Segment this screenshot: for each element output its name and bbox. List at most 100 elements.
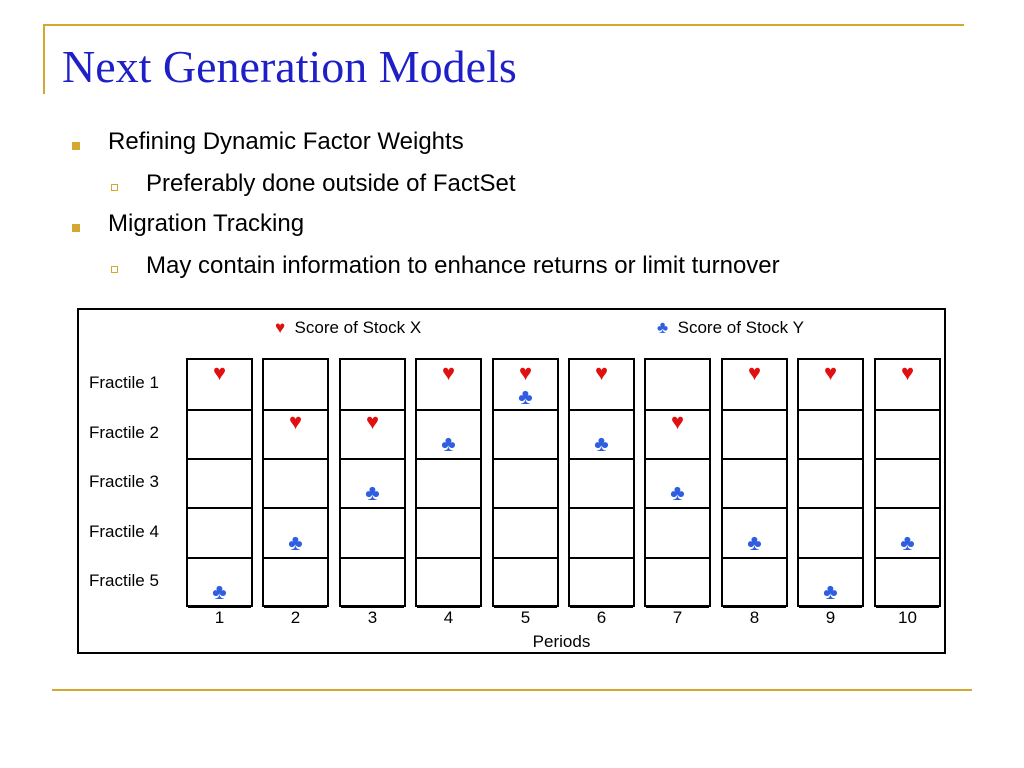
- stock-y-club-marker: ♣: [670, 480, 685, 505]
- club-icon: ♣: [657, 318, 669, 337]
- grid-cell: [799, 409, 862, 460]
- hollow-bullet-square-icon: [111, 184, 118, 191]
- grid-cell: [646, 508, 709, 559]
- legend-item-stock-y: ♣ Score of Stock Y: [657, 318, 804, 338]
- grid-cell: [417, 409, 480, 460]
- grid-cell: [723, 508, 786, 559]
- stock-x-heart-marker: ♥: [518, 360, 533, 385]
- grid-cell: [876, 508, 939, 559]
- stock-y-club-marker: ♣: [900, 530, 915, 555]
- period-tick-label: 6: [596, 608, 607, 627]
- grid-cell: [570, 360, 633, 411]
- grid-cell: [417, 508, 480, 559]
- grid-cell: [188, 508, 251, 559]
- stock-x-heart-marker: ♥: [365, 409, 380, 434]
- grid-cell: [570, 508, 633, 559]
- frame-top-line: [43, 24, 964, 26]
- grid-cell: [188, 458, 251, 509]
- row-label-fractile-5: Fractile 5: [89, 571, 159, 590]
- grid-cell: [876, 360, 939, 411]
- stock-y-club-marker: ♣: [823, 579, 838, 604]
- period-column-2: ♥ ♣: [262, 358, 329, 608]
- grid-cell: [876, 409, 939, 460]
- grid-cell: [417, 360, 480, 411]
- stock-x-heart-marker: ♥: [823, 360, 838, 385]
- grid-cell: [188, 557, 251, 608]
- period-column-6: ♥ ♣: [568, 358, 635, 608]
- period-tick-label: 3: [367, 608, 378, 627]
- stock-x-heart-marker: ♥: [288, 409, 303, 434]
- stock-y-club-marker: ♣: [747, 530, 762, 555]
- period-column-8: ♥ ♣: [721, 358, 788, 608]
- grid-cell: [570, 458, 633, 509]
- fractile-migration-diagram: ♥ Score of Stock X ♣ Score of Stock Y Fr…: [77, 308, 946, 654]
- heart-icon: ♥: [275, 318, 286, 337]
- bullet-item: Refining Dynamic Factor Weights: [108, 128, 464, 155]
- stock-y-club-marker: ♣: [288, 530, 303, 555]
- grid-cell: [723, 360, 786, 411]
- stock-x-heart-marker: ♥: [900, 360, 915, 385]
- sub-bullet-item: Preferably done outside of FactSet: [146, 170, 516, 197]
- sub-bullet-item: May contain information to enhance retur…: [146, 252, 780, 279]
- grid-cell: [264, 557, 327, 608]
- period-tick-label: 8: [749, 608, 760, 627]
- grid-cell: [494, 458, 557, 509]
- period-tick-label: 5: [520, 608, 531, 627]
- grid-cell: [264, 360, 327, 411]
- stock-y-club-marker: ♣: [212, 579, 227, 604]
- stock-x-heart-marker: ♥: [594, 360, 609, 385]
- grid-cell: [494, 508, 557, 559]
- grid-cell: [570, 557, 633, 608]
- grid-cell: [341, 458, 404, 509]
- period-tick-label: 10: [898, 608, 917, 627]
- grid-cell: [876, 458, 939, 509]
- period-column-4: ♥ ♣: [415, 358, 482, 608]
- grid-cell: [417, 557, 480, 608]
- period-column-5: ♥ ♣: [492, 358, 559, 608]
- hollow-bullet-square-icon: [111, 266, 118, 273]
- bullet-square-icon: [72, 142, 80, 150]
- grid-cell: [723, 409, 786, 460]
- legend-label: Score of Stock Y: [677, 318, 804, 337]
- grid-cell: [264, 409, 327, 460]
- stock-y-club-marker: ♣: [365, 480, 380, 505]
- stock-x-heart-marker: ♥: [441, 360, 456, 385]
- grid-cell: [799, 458, 862, 509]
- grid-cell: [646, 409, 709, 460]
- row-label-fractile-4: Fractile 4: [89, 522, 159, 541]
- grid-cell: [494, 409, 557, 460]
- grid-cell: [646, 360, 709, 411]
- grid-cell: [799, 557, 862, 608]
- row-label-fractile-3: Fractile 3: [89, 472, 159, 491]
- grid-cell: [341, 360, 404, 411]
- stock-y-club-marker: ♣: [594, 431, 609, 456]
- grid-cell: [723, 458, 786, 509]
- x-axis-label: Periods: [532, 632, 591, 651]
- bullet-square-icon: [72, 224, 80, 232]
- stock-y-club-marker: ♣: [441, 431, 456, 456]
- period-tick-label: 7: [672, 608, 683, 627]
- frame-bottom-line: [52, 689, 972, 691]
- stock-x-heart-marker: ♥: [212, 360, 227, 385]
- grid-cell: [264, 458, 327, 509]
- grid-cell: [646, 557, 709, 608]
- legend-label: Score of Stock X: [294, 318, 422, 337]
- frame-left-line: [43, 24, 45, 94]
- grid-cell: [799, 508, 862, 559]
- grid-cell: [799, 360, 862, 411]
- grid-cell: [341, 409, 404, 460]
- row-label-fractile-2: Fractile 2: [89, 423, 159, 442]
- bullet-item: Migration Tracking: [108, 210, 305, 237]
- grid-cell: [876, 557, 939, 608]
- grid-cell: [188, 360, 251, 411]
- grid-cell: [341, 557, 404, 608]
- legend-item-stock-x: ♥ Score of Stock X: [275, 318, 421, 338]
- period-tick-label: 9: [825, 608, 836, 627]
- grid-cell: [723, 557, 786, 608]
- stock-y-club-marker: ♣: [518, 384, 533, 409]
- period-column-10: ♥ ♣: [874, 358, 941, 608]
- period-column-3: ♥ ♣: [339, 358, 406, 608]
- period-column-9: ♥ ♣: [797, 358, 864, 608]
- grid-cell: [264, 508, 327, 559]
- slide-title: Next Generation Models: [62, 41, 517, 92]
